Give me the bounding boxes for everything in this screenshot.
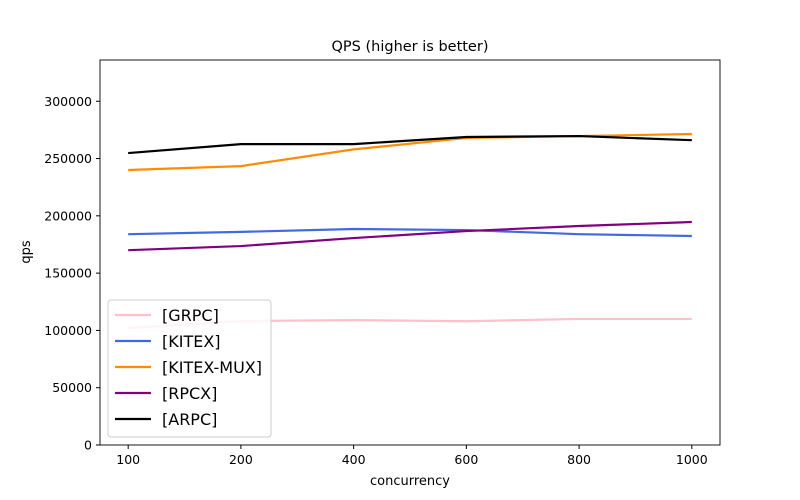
chart-title: QPS (higher is better) (332, 39, 489, 55)
x-tick-label: 1000 (676, 452, 708, 467)
legend-label: [ARPC] (162, 410, 217, 429)
x-tick-label: 100 (116, 452, 140, 467)
legend-label: [KITEX-MUX] (162, 358, 262, 377)
series-line-kitex (128, 227, 692, 238)
y-tick-label: 100000 (44, 323, 92, 338)
y-tick-label: 150000 (44, 266, 92, 281)
x-tick-label: 800 (567, 452, 591, 467)
y-tick-label: 200000 (44, 208, 92, 223)
plot-frame (99, 59, 721, 446)
legend-label: [GRPC] (162, 306, 219, 325)
x-tick-label: 600 (454, 452, 478, 467)
legend-label: [KITEX] (162, 332, 221, 351)
series-line-rpcx (128, 220, 692, 252)
legend-box (107, 299, 272, 438)
legend-label: [RPCX] (162, 384, 217, 403)
y-tick-label: 300000 (44, 94, 92, 109)
x-tick-label: 400 (342, 452, 366, 467)
y-axis-label: qps (19, 240, 34, 264)
series-line-arpc (128, 134, 692, 155)
y-tick-label: 0 (84, 438, 92, 453)
y-tick-label: 250000 (44, 151, 92, 166)
x-tick-label: 200 (229, 452, 253, 467)
series-line-kitex-mux (128, 132, 692, 172)
y-tick-label: 50000 (52, 380, 92, 395)
x-axis-label: concurrency (370, 474, 450, 489)
